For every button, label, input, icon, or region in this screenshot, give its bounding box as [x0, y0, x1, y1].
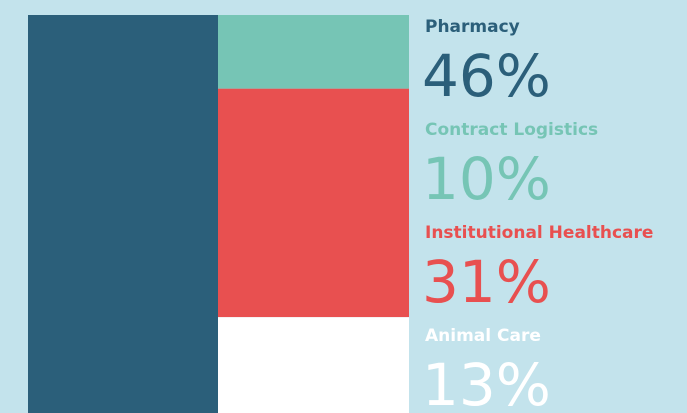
tile	[218, 317, 409, 413]
tile	[218, 88, 409, 318]
value-label: 46%	[422, 42, 551, 110]
legend-label: Institutional Healthcare	[425, 223, 653, 243]
legend-label: Contract Logistics	[425, 120, 598, 140]
legend-label: Pharmacy	[425, 17, 520, 37]
tile	[218, 15, 409, 89]
value-label: 13%	[422, 351, 551, 413]
tile	[28, 15, 218, 413]
value-label: 10%	[422, 145, 551, 213]
legend-label: Animal Care	[425, 326, 541, 346]
value-label: 31%	[422, 248, 551, 316]
